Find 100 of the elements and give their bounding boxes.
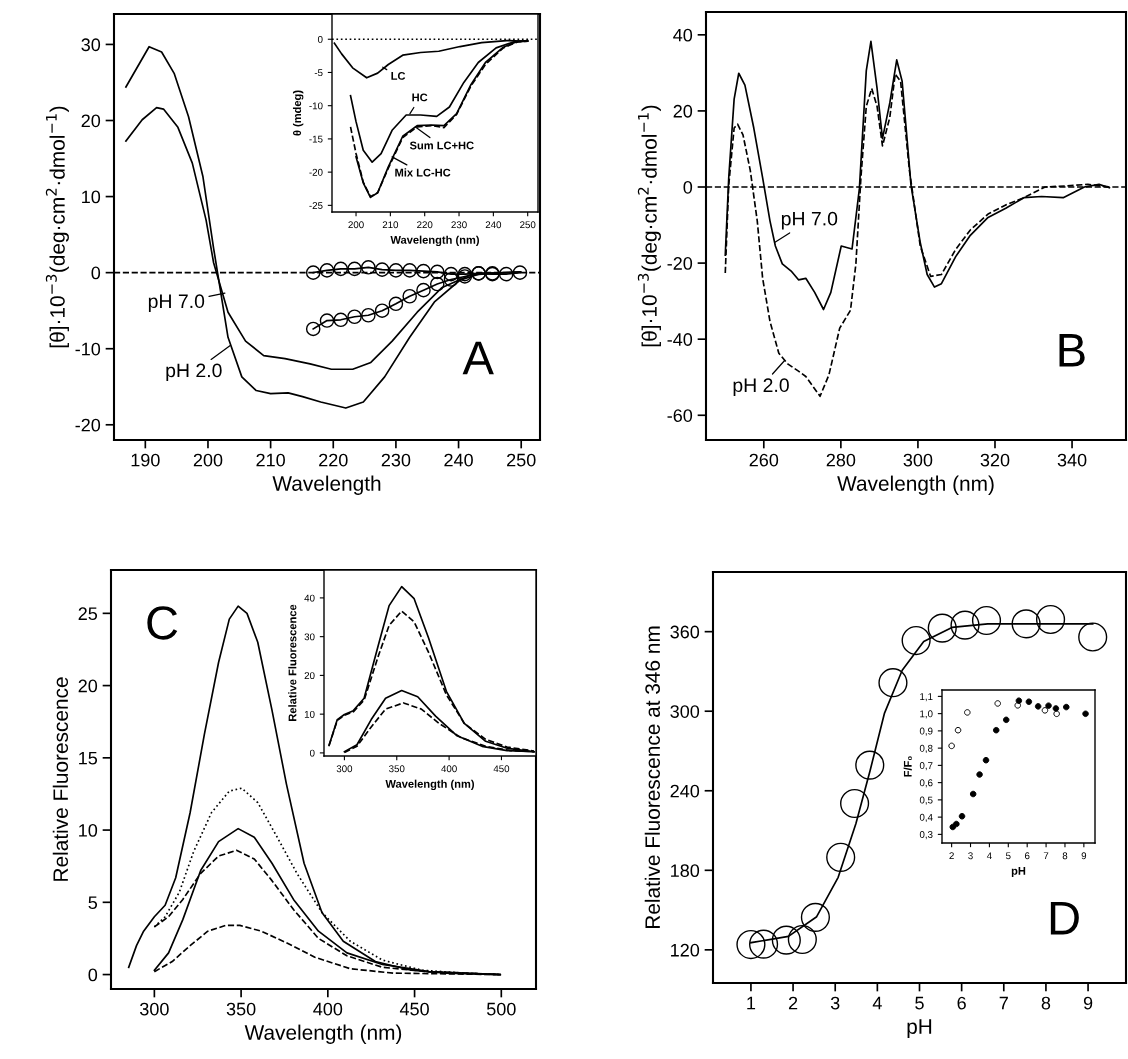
y-tick-label: -40 <box>667 333 693 346</box>
y-tick-label: 0,6 <box>919 779 933 788</box>
y-tick-label: 0,5 <box>919 796 933 805</box>
x-tick-label: 450 <box>493 765 510 773</box>
x-tick-label: 400 <box>441 765 457 773</box>
x-tick-label: 250 <box>507 453 536 467</box>
y-tick-label: -60 <box>667 409 693 422</box>
x-tick-label: 280 <box>826 453 856 467</box>
y-tick-label: 0,7 <box>919 762 933 771</box>
y-tick-label: 0 <box>91 266 101 280</box>
annotation: LC <box>391 71 406 80</box>
x-axis-title: Wavelength (nm) <box>390 235 479 247</box>
x-tick-label: 350 <box>389 765 405 773</box>
annotation: Sum LC+HC <box>409 141 474 150</box>
y-tick-label: -10 <box>75 342 101 356</box>
x-tick-label: 260 <box>749 453 779 467</box>
x-tick-label: 220 <box>417 221 433 229</box>
y-tick-label: 40 <box>304 594 315 602</box>
y-tick-label: 20 <box>304 672 315 680</box>
y-tick-label: 10 <box>304 710 315 718</box>
annotation: HC <box>412 93 428 102</box>
x-tick-label: 350 <box>226 1002 256 1016</box>
y-tick-label: 30 <box>81 38 101 52</box>
y-axis-title: Relative Fluorescence at 346 nm <box>644 626 661 929</box>
y-tick-label: 5 <box>88 896 98 910</box>
x-axis-title: Wavelength (nm) <box>385 779 474 791</box>
y-tick-label: 240 <box>670 784 700 798</box>
y-tick-label: 1,1 <box>920 693 933 702</box>
x-axis-title: Wavelength (nm) <box>244 1024 402 1044</box>
y-tick-label: 15 <box>79 751 98 765</box>
y-tick-label: 0,4 <box>919 813 933 822</box>
x-tick-label: 340 <box>1057 453 1087 467</box>
y-tick-label: 10 <box>82 190 101 204</box>
y-axis-title: Relative Fluorescence <box>52 677 69 881</box>
annotation: Mix LC-HC <box>395 168 451 177</box>
y-tick-label: 0,8 <box>919 744 933 753</box>
y-tick-label: 1,0 <box>920 710 933 719</box>
y-tick-label: 20 <box>673 104 693 118</box>
y-tick-label: -5 <box>314 69 323 77</box>
y-tick-label: 0,3 <box>919 831 933 840</box>
y-tick-label: 25 <box>78 607 98 621</box>
x-tick-label: 7 <box>999 996 1008 1010</box>
y-tick-label: -20 <box>667 257 693 270</box>
y-axis-title: F/F₀ <box>903 756 912 777</box>
x-tick-label: 300 <box>336 765 353 773</box>
x-tick-label: 200 <box>348 221 364 229</box>
x-tick-label: 240 <box>444 453 473 467</box>
x-tick-label: 2 <box>949 852 954 860</box>
annotation: pH 2.0 <box>166 363 222 382</box>
x-tick-label: 8 <box>1041 996 1051 1010</box>
x-tick-label: 4 <box>872 996 882 1010</box>
y-tick-label: -10 <box>309 102 323 110</box>
x-axis-title: Wavelength <box>272 475 381 495</box>
x-tick-label: 500 <box>486 1002 516 1016</box>
y-tick-label: 20 <box>81 114 101 128</box>
x-tick-label: 9 <box>1081 852 1087 860</box>
y-tick-label: 30 <box>304 633 315 641</box>
y-tick-label: 180 <box>671 864 700 878</box>
annotation: B <box>1059 334 1085 367</box>
x-tick-label: 230 <box>381 453 411 467</box>
annotation: A <box>462 341 494 375</box>
y-tick-label: -15 <box>309 135 323 143</box>
x-axis-title: pH <box>1011 867 1026 877</box>
annotation: pH 7.0 <box>781 211 838 230</box>
y-tick-label: 20 <box>78 679 98 693</box>
x-tick-label: 200 <box>193 453 223 467</box>
y-tick-label: 40 <box>673 28 693 42</box>
x-tick-label: 300 <box>139 1002 169 1016</box>
x-tick-label: 3 <box>968 852 973 860</box>
y-tick-label: 0 <box>88 968 98 982</box>
x-tick-label: 230 <box>451 221 467 229</box>
x-tick-label: 4 <box>986 852 992 860</box>
x-tick-label: 220 <box>319 453 348 467</box>
x-tick-label: 8 <box>1062 852 1068 860</box>
x-tick-label: 210 <box>382 221 399 229</box>
y-tick-label: -25 <box>309 202 323 209</box>
y-tick-label: -20 <box>309 168 323 176</box>
y-tick-label: 0 <box>309 749 315 757</box>
x-tick-label: 240 <box>485 221 502 229</box>
y-axis-title: θ (mdeg) <box>292 90 304 136</box>
y-tick-label: 360 <box>670 625 700 639</box>
x-tick-label: 2 <box>788 996 798 1010</box>
x-tick-label: 1 <box>747 996 756 1010</box>
y-tick-label: 300 <box>670 705 700 718</box>
x-axis-title: pH <box>907 1019 932 1038</box>
y-tick-label: 120 <box>671 943 700 957</box>
x-tick-label: 9 <box>1083 996 1093 1010</box>
y-tick-label: -20 <box>75 418 101 432</box>
x-tick-label: 5 <box>1005 852 1011 860</box>
y-tick-label: 10 <box>79 824 98 837</box>
x-tick-label: 210 <box>256 453 285 467</box>
x-tick-label: 320 <box>980 453 1010 467</box>
y-axis-title: [θ]·10$^{−3}$(deg·cm$^{2}$·dmol$^{−1}$) <box>637 105 661 347</box>
y-axis-title: [θ]·10$^{−3}$(deg·cm$^{2}$·dmol$^{−1}$) <box>45 106 69 348</box>
y-tick-label: 0 <box>683 180 693 194</box>
x-tick-label: 3 <box>830 996 840 1010</box>
annotation: pH 7.0 <box>148 294 205 312</box>
y-axis-title: Relative Fluorescence <box>288 604 297 721</box>
x-axis-title: Wavelength (nm) <box>837 475 994 495</box>
x-tick-label: 7 <box>1043 852 1049 860</box>
